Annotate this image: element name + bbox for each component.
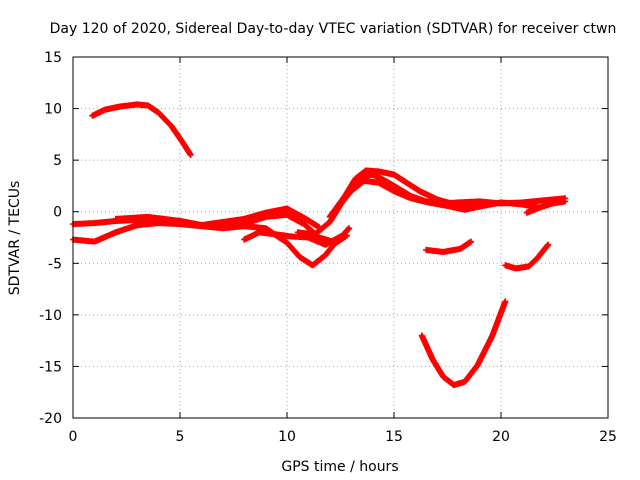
data-series [70, 101, 569, 388]
x-tick-label: 0 [69, 429, 78, 445]
x-tick-label: 10 [278, 429, 296, 445]
x-tick-label: 5 [176, 429, 185, 445]
series-arc-11 [502, 241, 552, 272]
x-axis-label: GPS time / hours [281, 459, 398, 475]
series-arc-1 [89, 101, 194, 158]
series-arc-4 [112, 211, 350, 246]
y-tick-label: -20 [39, 411, 62, 427]
series-arc-10 [418, 298, 509, 388]
x-tick-label: 15 [385, 429, 403, 445]
x-tick-label: 20 [492, 429, 510, 445]
y-tick-label: -5 [48, 256, 62, 272]
axis-ticks: 0 5 10 15 20 25 -20 -15 -10 -5 0 5 10 15 [39, 50, 617, 445]
chart-title: Day 120 of 2020, Sidereal Day-to-day VTE… [50, 21, 617, 37]
series-arc-9 [423, 238, 474, 255]
series-arc-5 [241, 225, 353, 248]
y-tick-label: -10 [39, 308, 62, 324]
y-axis-label: SDTVAR / TECUs [7, 181, 23, 296]
y-tick-label: 10 [44, 102, 62, 118]
series-arc-8 [335, 177, 543, 213]
series-arc-12 [523, 198, 569, 216]
y-tick-label: 15 [44, 50, 62, 66]
x-tick-label: 25 [599, 429, 617, 445]
plot-frame [72, 56, 609, 419]
y-tick-label: 0 [53, 205, 62, 221]
y-tick-label: -15 [39, 359, 62, 375]
y-tick-label: 5 [53, 153, 62, 169]
